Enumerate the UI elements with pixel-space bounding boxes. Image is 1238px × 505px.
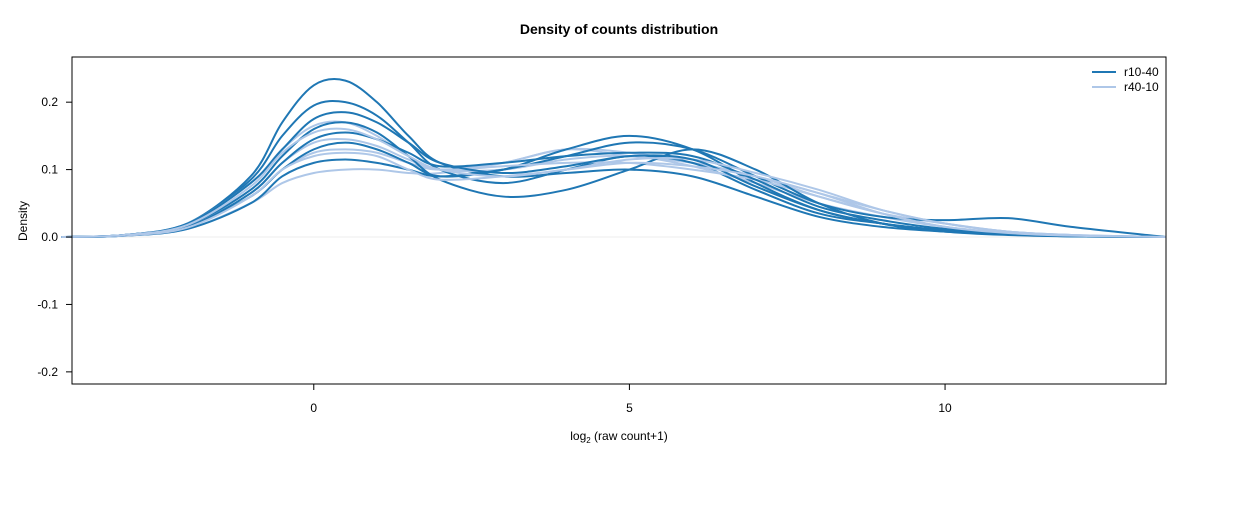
x-label-rest: (raw count+1) xyxy=(591,429,668,443)
x-tick-label: 0 xyxy=(310,401,317,415)
density-line-r40-10-4 xyxy=(61,120,1167,239)
y-tick-label: 0.1 xyxy=(41,163,58,177)
x-axis: 0 5 10 xyxy=(310,384,952,415)
y-tick-label: 0.0 xyxy=(41,230,58,244)
y-tick-label: 0.2 xyxy=(41,95,58,109)
y-tick-label: -0.2 xyxy=(37,365,58,379)
legend-label-r10-40: r10-40 xyxy=(1124,65,1159,79)
y-axis-label: Density xyxy=(16,201,30,241)
series-layer xyxy=(61,78,1167,239)
density-line-r10-40-8 xyxy=(61,121,1167,239)
x-axis-label: log2 (raw count+1) xyxy=(570,429,668,445)
legend-label-r40-10: r40-10 xyxy=(1124,80,1159,94)
density-line-r10-40-11 xyxy=(61,111,1167,239)
x-tick-label: 10 xyxy=(938,401,952,415)
x-label-subscript: 2 xyxy=(586,436,591,445)
plot-frame xyxy=(71,56,1167,385)
x-label-main: log xyxy=(570,429,586,443)
y-tick-label: -0.1 xyxy=(37,297,58,311)
chart-title: Density of counts distribution xyxy=(520,21,718,37)
legend: r10-40 r40-10 xyxy=(1092,65,1159,94)
density-line-r40-10-10 xyxy=(61,151,1167,239)
x-tick-label: 5 xyxy=(626,401,633,415)
density-line-r10-40-9 xyxy=(61,131,1167,239)
y-axis: -0.2 -0.1 0.0 0.1 0.2 xyxy=(37,95,72,379)
density-line-r40-10-12 xyxy=(61,127,1167,239)
